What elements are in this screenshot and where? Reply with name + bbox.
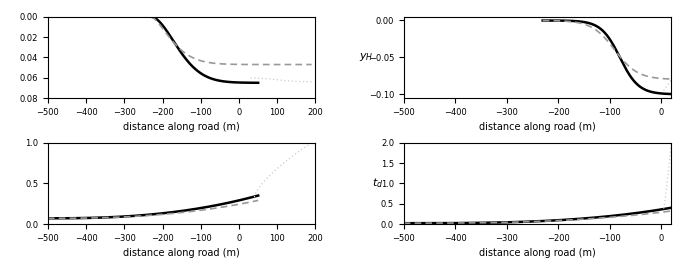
X-axis label: distance along road (m): distance along road (m) xyxy=(123,122,240,132)
Y-axis label: $y_H$: $y_H$ xyxy=(359,52,373,64)
X-axis label: distance along road (m): distance along road (m) xyxy=(479,122,596,132)
X-axis label: distance along road (m): distance along road (m) xyxy=(123,248,240,258)
Y-axis label: $t_d$: $t_d$ xyxy=(373,176,384,190)
X-axis label: distance along road (m): distance along road (m) xyxy=(479,248,596,258)
